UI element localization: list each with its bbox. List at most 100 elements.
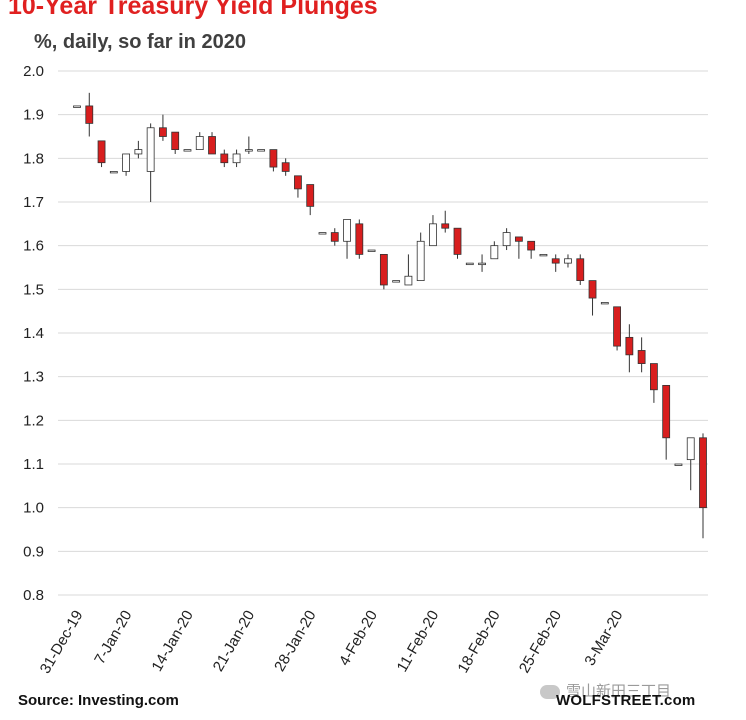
candle xyxy=(379,253,388,290)
candle-body xyxy=(257,149,266,152)
x-tick-label: 4-Feb-20 xyxy=(336,608,381,669)
y-tick-label: 1.5 xyxy=(23,281,44,298)
candle-body xyxy=(650,363,658,391)
candle xyxy=(613,306,621,351)
candle-body xyxy=(306,184,315,207)
x-axis-ticks: 31-Dec-19 7-Jan-20 14-Jan-20 21-Jan-20 28-Ja… xyxy=(37,608,627,677)
source-label: Source: Investing.com xyxy=(18,692,179,709)
candle xyxy=(490,241,499,260)
candle-body xyxy=(134,149,143,155)
candle-body xyxy=(220,153,229,164)
candle-body xyxy=(183,149,192,152)
candle-body xyxy=(355,223,364,255)
candle xyxy=(576,254,585,285)
candle xyxy=(674,463,683,466)
candle xyxy=(73,105,81,108)
candle-body xyxy=(441,223,450,229)
candle-body xyxy=(502,232,511,247)
candle xyxy=(244,136,253,154)
candle-body xyxy=(318,232,327,235)
y-tick-label: 1.8 xyxy=(23,150,44,167)
y-tick-label: 1.0 xyxy=(23,500,44,517)
candle xyxy=(699,433,707,539)
candle xyxy=(502,228,511,251)
candle-body xyxy=(73,105,81,108)
x-tick-label: 7-Jan-20 xyxy=(91,608,135,668)
candle xyxy=(625,324,634,373)
candle xyxy=(343,219,351,259)
candle xyxy=(416,232,425,282)
candle-body xyxy=(613,306,621,347)
x-tick-label: 21-Jan-20 xyxy=(210,608,258,675)
candle xyxy=(159,114,167,141)
candle-body xyxy=(600,302,609,305)
candle xyxy=(281,158,290,176)
gridlines xyxy=(58,70,708,596)
y-tick-label: 1.3 xyxy=(23,369,44,386)
candle-body xyxy=(244,149,253,152)
x-tick-label: 28-Jan-20 xyxy=(271,608,319,675)
candle xyxy=(318,232,327,235)
candle xyxy=(171,131,180,154)
y-tick-label: 1.7 xyxy=(23,194,44,211)
candle-body xyxy=(195,136,204,151)
candle-body xyxy=(281,162,290,172)
candle xyxy=(429,215,437,247)
y-axis-ticks: 0.8 0.9 1.0 1.1 1.2 1.3 1.4 1.5 1.6 1.7 1.8 1.9 2.0 xyxy=(23,63,44,604)
candle xyxy=(662,384,671,460)
x-tick-label: 31-Dec-19 xyxy=(37,608,87,677)
candle xyxy=(134,140,143,159)
x-tick-label: 11-Feb-20 xyxy=(394,608,443,675)
candle-body xyxy=(551,258,560,264)
candle-body xyxy=(625,336,634,356)
y-tick-label: 1.2 xyxy=(23,412,44,429)
candle-body xyxy=(539,253,548,257)
candle xyxy=(232,149,241,168)
candle xyxy=(183,149,192,152)
candle xyxy=(122,153,130,176)
candle-body xyxy=(146,127,155,172)
candle xyxy=(195,132,204,151)
candle xyxy=(257,149,266,152)
candle-body xyxy=(514,236,523,242)
candle xyxy=(514,236,523,259)
y-tick-label: 1.6 xyxy=(23,238,44,255)
candle-body xyxy=(588,280,597,299)
watermark-text: 雪山新田三丁目 xyxy=(566,683,672,700)
candle-body xyxy=(208,136,216,155)
candle xyxy=(686,437,695,491)
candle-body xyxy=(404,275,413,286)
candle-body xyxy=(429,223,437,247)
candle-body xyxy=(699,437,707,509)
candle-body xyxy=(85,105,94,124)
y-tick-label: 2.0 xyxy=(23,63,44,80)
candle xyxy=(551,254,560,272)
candle xyxy=(564,254,572,268)
y-tick-label: 1.1 xyxy=(23,456,44,473)
candle xyxy=(404,254,413,286)
candle xyxy=(85,92,94,137)
candle xyxy=(650,363,658,403)
candle-body xyxy=(527,240,536,251)
candle-body xyxy=(367,249,376,252)
candle-body xyxy=(674,463,683,466)
x-tick-label: 3-Mar-20 xyxy=(581,608,626,669)
candle xyxy=(453,227,462,259)
candle-body xyxy=(379,253,388,286)
y-tick-label: 0.9 xyxy=(23,543,44,560)
candle xyxy=(600,302,609,305)
candle xyxy=(637,337,646,373)
candle xyxy=(527,240,536,259)
brand-label: WOLFSTREET.com xyxy=(556,692,696,709)
candle-body xyxy=(109,171,118,174)
candle-body xyxy=(453,227,462,255)
candle xyxy=(392,280,401,283)
candle xyxy=(588,280,597,316)
candle-body xyxy=(490,245,499,260)
candle-body xyxy=(269,149,278,168)
candle xyxy=(306,184,315,216)
candle-body xyxy=(478,262,486,266)
candle-body xyxy=(159,127,167,137)
candle-body xyxy=(97,140,106,164)
candle-body xyxy=(392,280,401,283)
